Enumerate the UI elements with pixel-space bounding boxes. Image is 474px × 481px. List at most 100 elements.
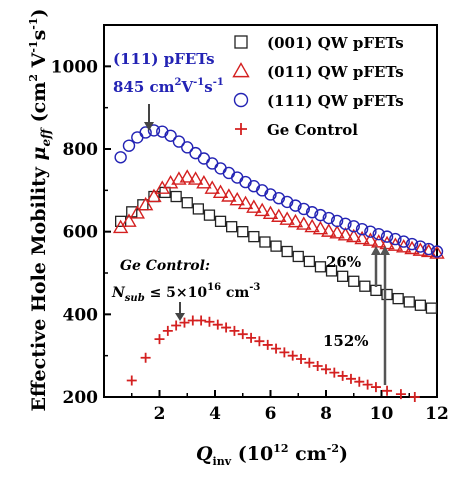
data-point-triangle <box>129 205 146 219</box>
data-point-square <box>425 302 438 314</box>
data-point-plus <box>329 367 340 378</box>
data-point-plus <box>362 379 373 390</box>
data-point-triangle <box>229 191 245 206</box>
data-point-circle <box>305 206 319 219</box>
data-point-triangle <box>146 188 162 203</box>
data-point-circle <box>197 152 211 165</box>
series-square <box>115 186 438 314</box>
legend-label: Ge Control <box>267 121 358 139</box>
data-point-circle <box>272 191 286 205</box>
data-point-plus <box>204 316 215 327</box>
data-point-triangle <box>196 174 212 189</box>
data-point-triangle <box>362 232 379 246</box>
data-point-plus <box>337 370 348 381</box>
data-point-plus <box>395 389 406 400</box>
data-point-square <box>248 230 260 243</box>
data-point-triangle <box>296 216 312 230</box>
data-point-square <box>336 270 349 282</box>
data-point-triangle <box>137 196 154 211</box>
data-point-circle <box>206 157 219 170</box>
data-point-triangle <box>237 195 254 210</box>
legend: (001) QW pFETs (011) QW pFETs (111) QW pFE… <box>232 34 404 139</box>
data-point-circle <box>181 141 194 154</box>
data-point-plus <box>370 382 381 393</box>
data-point-circle <box>372 227 385 241</box>
data-point-square <box>170 190 182 203</box>
data-point-triangle <box>246 199 262 213</box>
annotation-26-percent: 26% <box>326 253 361 271</box>
annotation-ge-arrowhead <box>175 313 185 321</box>
x-tick-label: 10 <box>370 404 394 424</box>
data-point-circle <box>139 126 152 139</box>
data-point-plus <box>221 322 232 333</box>
data-point-triangle <box>279 211 295 225</box>
data-point-square <box>281 245 293 258</box>
y-tick-label: 1000 <box>51 57 98 77</box>
data-point-square <box>392 292 404 305</box>
data-point-circle <box>405 237 419 251</box>
annotation-111-peak-line1: (111) pFETs <box>113 50 215 68</box>
data-point-triangle <box>312 220 329 235</box>
data-point-triangle <box>321 223 337 237</box>
data-point-square <box>203 209 216 221</box>
data-point-triangle <box>371 234 387 248</box>
data-point-plus <box>382 385 393 396</box>
data-point-circle <box>389 232 402 246</box>
y-tick-label: 200 <box>63 388 99 408</box>
comparison-arrowhead-26 <box>371 246 381 255</box>
y-axis-label: Effective Hole Mobility μeff (cm2 V-1s-1… <box>27 8 53 411</box>
y-tick-label: 400 <box>63 305 99 325</box>
x-axis-label: Qinv (1012 cm-2) <box>196 442 348 468</box>
data-point-circle <box>380 230 394 243</box>
data-point-triangle <box>346 228 362 243</box>
x-tick-label: 4 <box>209 404 221 424</box>
data-point-square <box>359 280 371 292</box>
data-point-plus <box>212 319 223 330</box>
x-tick-label: 2 <box>154 404 166 424</box>
data-point-square <box>192 203 205 215</box>
data-point-circle <box>330 214 344 228</box>
data-point-square <box>270 240 282 252</box>
x-tick-label: 6 <box>265 404 277 424</box>
data-point-plus <box>262 339 273 350</box>
data-point-plus <box>254 336 265 347</box>
data-point-square <box>225 221 238 233</box>
data-point-triangle <box>329 224 345 239</box>
data-point-triangle <box>254 202 270 217</box>
legend-marker-plus <box>235 123 247 135</box>
data-point-triangle <box>304 218 320 233</box>
annotation-111-arrowhead <box>144 122 154 131</box>
data-point-square <box>303 255 316 268</box>
data-point-square <box>325 265 338 277</box>
data-point-triangle <box>212 184 229 198</box>
data-point-plus <box>229 325 240 336</box>
data-point-circle <box>339 217 352 231</box>
data-point-plus <box>126 375 137 386</box>
legend-marker-circle <box>233 92 249 108</box>
data-point-square <box>381 288 393 301</box>
data-point-square <box>237 226 249 238</box>
legend-marker-triangle <box>232 62 250 78</box>
data-point-circle <box>289 199 302 212</box>
data-point-circle <box>397 235 410 248</box>
data-point-plus <box>321 364 331 375</box>
data-point-plus <box>304 357 315 368</box>
data-point-triangle <box>121 213 137 227</box>
data-point-plus <box>196 315 207 326</box>
data-point-square <box>214 215 227 227</box>
data-point-circle <box>422 242 435 256</box>
data-point-circle <box>222 166 236 180</box>
data-point-circle <box>364 225 377 238</box>
axis-ticks: 2 4 6 8 10 12 200 400 600 800 1000 <box>51 57 449 424</box>
data-point-circle <box>172 135 186 148</box>
data-point-plus <box>296 353 307 364</box>
data-point-square <box>403 296 415 308</box>
data-point-triangle <box>271 208 287 222</box>
legend-label: (001) QW pFETs <box>267 34 404 52</box>
y-tick-label: 600 <box>63 223 99 243</box>
data-point-plus <box>279 347 290 358</box>
data-point-circle <box>122 139 136 152</box>
data-point-triangle <box>287 213 304 228</box>
series-plus <box>126 315 420 402</box>
